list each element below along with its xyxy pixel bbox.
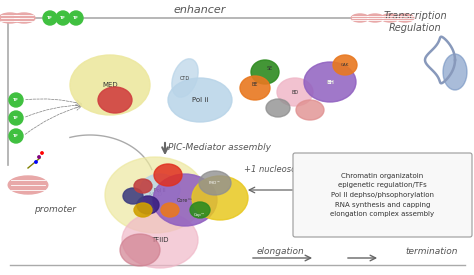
Text: PHD™: PHD™ (209, 181, 221, 185)
Ellipse shape (161, 203, 179, 217)
Ellipse shape (134, 203, 152, 217)
Text: TF: TF (13, 134, 19, 138)
Point (373, 171, 381, 175)
Text: +1 nucleosome: +1 nucleosome (244, 166, 310, 175)
Ellipse shape (300, 201, 340, 219)
Ellipse shape (140, 174, 180, 206)
Circle shape (9, 129, 23, 143)
Text: Pol II: Pol II (154, 188, 166, 192)
FancyBboxPatch shape (293, 153, 472, 237)
Ellipse shape (304, 62, 356, 102)
Text: termination: termination (405, 248, 457, 257)
Ellipse shape (396, 14, 414, 22)
Ellipse shape (251, 60, 279, 84)
Ellipse shape (123, 188, 143, 204)
Ellipse shape (398, 201, 438, 219)
Point (35, 155, 43, 159)
Ellipse shape (192, 176, 248, 220)
Ellipse shape (443, 54, 467, 90)
Ellipse shape (153, 174, 217, 226)
Text: TF: TF (60, 16, 66, 20)
Ellipse shape (0, 13, 21, 23)
Circle shape (69, 11, 83, 25)
Ellipse shape (199, 171, 231, 195)
Ellipse shape (172, 59, 198, 97)
Ellipse shape (168, 78, 232, 122)
Text: BE: BE (252, 81, 258, 87)
Text: PIC-Mediator assembly: PIC-Mediator assembly (168, 142, 272, 152)
Point (371, 175, 379, 179)
Point (320, 180, 328, 184)
Ellipse shape (154, 164, 182, 186)
Text: regulation: regulation (297, 182, 340, 191)
Point (421, 175, 429, 179)
Ellipse shape (8, 176, 48, 194)
Text: MED: MED (148, 192, 162, 197)
Text: CTD: CTD (180, 76, 190, 81)
Ellipse shape (105, 157, 205, 233)
Ellipse shape (120, 234, 160, 266)
Point (32, 160, 40, 164)
Ellipse shape (122, 212, 198, 268)
Ellipse shape (98, 87, 132, 113)
Point (418, 180, 426, 184)
Point (323, 175, 331, 179)
Text: Core™: Core™ (177, 197, 193, 202)
Ellipse shape (70, 55, 150, 115)
Ellipse shape (137, 196, 159, 214)
Ellipse shape (240, 76, 270, 100)
Point (368, 180, 376, 184)
Point (423, 171, 431, 175)
Ellipse shape (266, 99, 290, 117)
Text: CAK: CAK (341, 63, 349, 67)
Text: TF: TF (47, 16, 53, 20)
Ellipse shape (351, 14, 369, 22)
Circle shape (9, 93, 23, 107)
Text: TF: TF (73, 16, 79, 20)
Text: MED: MED (102, 82, 118, 88)
Ellipse shape (348, 201, 388, 219)
Text: TFIID: TFIID (151, 237, 169, 243)
Ellipse shape (366, 14, 384, 22)
Text: TF: TF (13, 98, 19, 102)
Ellipse shape (190, 202, 210, 218)
Ellipse shape (277, 78, 313, 106)
Ellipse shape (13, 13, 35, 23)
Circle shape (43, 11, 57, 25)
Text: Chromatin organizatoin
epigenetic regulation/TFs
Pol II dephso/phsophorylation
R: Chromatin organizatoin epigenetic regula… (330, 173, 435, 217)
Text: enhancer: enhancer (174, 5, 226, 15)
Circle shape (56, 11, 70, 25)
Point (38, 151, 46, 155)
Text: promoter: promoter (34, 205, 76, 215)
Text: TF: TF (13, 116, 19, 120)
Point (325, 171, 333, 175)
Ellipse shape (333, 55, 357, 75)
Ellipse shape (134, 179, 152, 193)
Ellipse shape (296, 100, 324, 120)
Text: Transcription
Regulation: Transcription Regulation (383, 11, 447, 33)
Text: BH: BH (326, 79, 334, 84)
Text: elongation: elongation (256, 248, 304, 257)
Text: SE: SE (267, 65, 273, 70)
Text: BD: BD (292, 89, 299, 95)
Circle shape (9, 111, 23, 125)
Text: Cop™: Cop™ (194, 213, 206, 217)
Text: Pol ii: Pol ii (192, 97, 208, 103)
Text: BH: BH (326, 79, 334, 84)
Ellipse shape (381, 14, 399, 22)
